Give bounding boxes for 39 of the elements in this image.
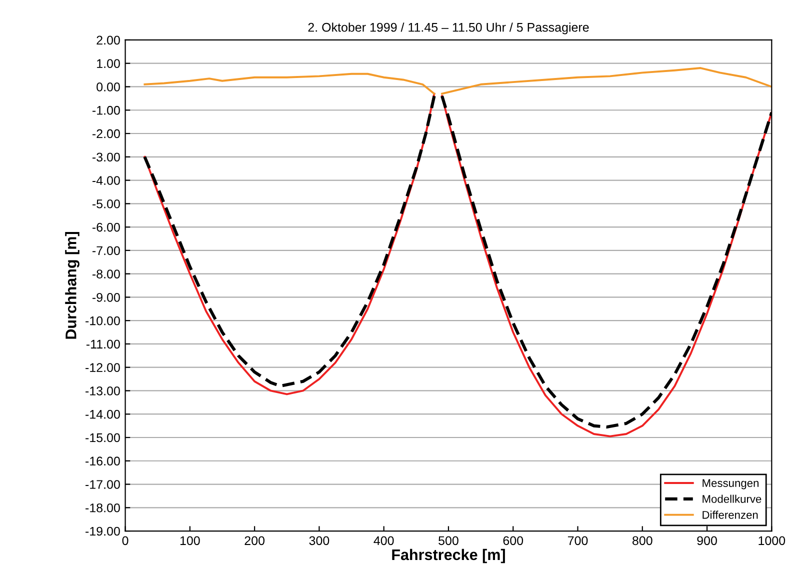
x-tick-label: 300	[309, 536, 330, 546]
y-tick-label: -18.00	[86, 503, 120, 512]
chart-title: 2. Oktober 1999 / 11.45 – 11.50 Uhr / 5 Passagiere	[308, 22, 589, 34]
legend-label: Differenzen	[702, 510, 758, 519]
y-tick-label: -8.00	[92, 270, 120, 278]
y-tick-label: -11.00	[86, 340, 120, 349]
x-tick-label: 100	[180, 536, 200, 546]
y-axis-title: Durchhang [m]	[65, 232, 80, 339]
y-tick-label: 1.00	[97, 59, 120, 68]
x-tick-label: 1000	[758, 536, 786, 546]
x-tick-label: 600	[503, 536, 524, 546]
x-tick-label: 500	[438, 536, 458, 546]
x-tick-label: 800	[632, 536, 652, 546]
x-tick-label: 200	[244, 536, 264, 546]
y-tick-label: -17.00	[86, 480, 120, 489]
legend-label: Messungen	[702, 479, 758, 490]
legend-label: Modellkurve	[702, 494, 762, 503]
y-tick-label: -7.00	[92, 246, 120, 256]
y-tick-label: -6.00	[92, 222, 120, 232]
y-tick-label: 2.00	[96, 36, 120, 45]
y-tick-label: -4.00	[92, 176, 120, 185]
y-tick-label: -14.00	[86, 410, 120, 419]
y-tick-label: -19.00	[86, 526, 120, 536]
y-tick-label: -15.00	[86, 433, 120, 442]
x-tick-label: 0	[122, 536, 128, 546]
y-tick-label: -2.00	[92, 129, 120, 138]
y-tick-label: -12.00	[86, 363, 120, 372]
y-tick-label: 0.00	[96, 82, 120, 92]
y-tick-label: -1.00	[92, 106, 120, 115]
x-tick-label: 400	[374, 536, 394, 546]
y-tick-label: -5.00	[92, 199, 120, 208]
y-tick-label: -3.00	[92, 152, 120, 162]
x-axis-title: Fahrstrecke [m]	[392, 548, 505, 564]
y-tick-label: -10.00	[86, 316, 120, 326]
y-tick-label: -9.00	[92, 292, 120, 302]
x-tick-label: 900	[697, 536, 717, 546]
y-tick-label: -13.00	[86, 386, 120, 396]
x-tick-label: 700	[568, 536, 588, 546]
y-tick-label: -16.00	[86, 456, 120, 466]
